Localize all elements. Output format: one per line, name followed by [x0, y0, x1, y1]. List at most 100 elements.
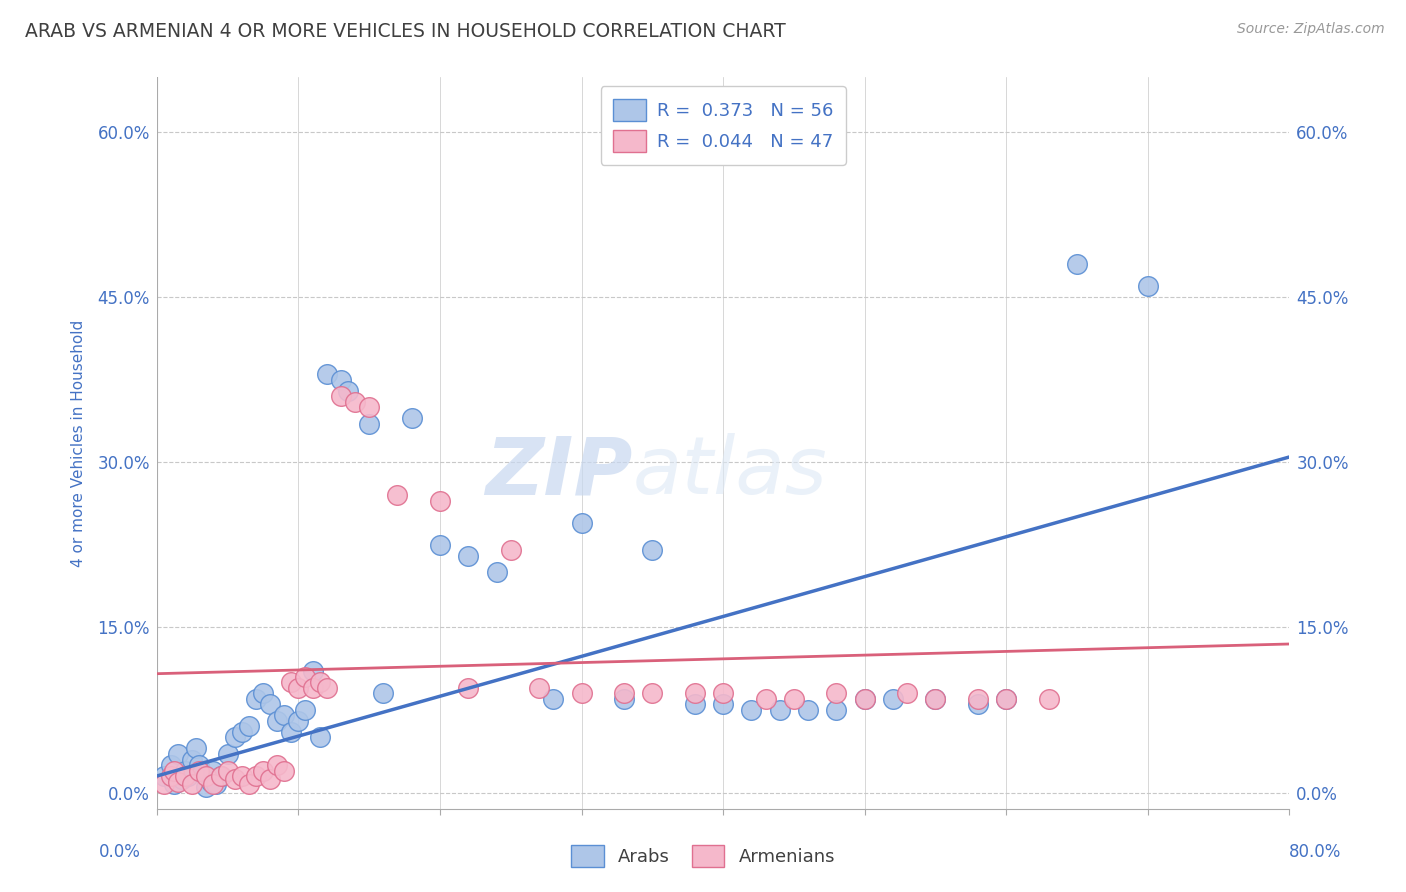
Point: [202, 777, 225, 791]
Point: [711, 686, 734, 700]
Point: [995, 692, 1018, 706]
Point: [1038, 692, 1060, 706]
Point: [825, 686, 848, 700]
Point: [259, 772, 281, 787]
Point: [231, 769, 253, 783]
Point: [315, 681, 337, 695]
Point: [224, 772, 246, 787]
Point: [181, 777, 204, 791]
Point: [195, 780, 218, 794]
Point: [167, 774, 190, 789]
Point: [238, 719, 260, 733]
Point: [924, 692, 946, 706]
Point: [429, 494, 451, 508]
Point: [853, 692, 876, 706]
Point: [209, 769, 232, 783]
Point: [825, 703, 848, 717]
Point: [387, 488, 409, 502]
Point: [200, 774, 222, 789]
Point: [280, 675, 302, 690]
Text: ARAB VS ARMENIAN 4 OR MORE VEHICLES IN HOUSEHOLD CORRELATION CHART: ARAB VS ARMENIAN 4 OR MORE VEHICLES IN H…: [25, 22, 786, 41]
Point: [287, 714, 309, 728]
Point: [613, 692, 636, 706]
Point: [499, 543, 522, 558]
Point: [541, 692, 564, 706]
Point: [882, 692, 904, 706]
Point: [853, 692, 876, 706]
Point: [160, 758, 183, 772]
Point: [1066, 257, 1088, 271]
Point: [217, 747, 239, 761]
Text: Source: ZipAtlas.com: Source: ZipAtlas.com: [1237, 22, 1385, 37]
Point: [294, 703, 316, 717]
Point: [195, 769, 218, 783]
Point: [329, 373, 352, 387]
Point: [217, 764, 239, 778]
Point: [153, 777, 176, 791]
Point: [359, 417, 381, 431]
Point: [163, 764, 186, 778]
Point: [266, 758, 288, 772]
Point: [238, 777, 260, 791]
Point: [711, 698, 734, 712]
Point: [245, 692, 267, 706]
Point: [740, 703, 762, 717]
Point: [280, 725, 302, 739]
Point: [527, 681, 550, 695]
Point: [401, 411, 423, 425]
Point: [754, 692, 776, 706]
Point: [174, 764, 197, 778]
Point: [683, 698, 706, 712]
Point: [153, 769, 176, 783]
Point: [181, 752, 204, 766]
Point: [457, 681, 479, 695]
Point: [683, 686, 706, 700]
Point: [783, 692, 806, 706]
Point: [457, 549, 479, 563]
Point: [231, 725, 253, 739]
Point: [641, 686, 664, 700]
Point: [245, 769, 267, 783]
Point: [924, 692, 946, 706]
Point: [315, 368, 337, 382]
Point: [172, 772, 194, 787]
Point: [336, 384, 359, 398]
Point: [160, 769, 183, 783]
Point: [769, 703, 792, 717]
Text: atlas: atlas: [633, 434, 827, 511]
Point: [273, 708, 295, 723]
Point: [163, 777, 186, 791]
Point: [202, 764, 225, 778]
Point: [259, 698, 281, 712]
Point: [896, 686, 918, 700]
Y-axis label: 4 or more Vehicles in Household: 4 or more Vehicles in Household: [72, 319, 86, 566]
Point: [252, 764, 274, 778]
Point: [571, 516, 593, 530]
Legend: R =  0.373   N = 56, R =  0.044   N = 47: R = 0.373 N = 56, R = 0.044 N = 47: [600, 87, 845, 165]
Point: [205, 777, 228, 791]
Point: [174, 769, 197, 783]
Point: [343, 395, 366, 409]
Text: 0.0%: 0.0%: [98, 843, 141, 861]
Point: [995, 692, 1018, 706]
Point: [485, 566, 508, 580]
Point: [359, 401, 381, 415]
Point: [429, 538, 451, 552]
Point: [373, 686, 395, 700]
Point: [967, 698, 990, 712]
Point: [308, 731, 330, 745]
Point: [167, 747, 190, 761]
Point: [571, 686, 593, 700]
Point: [287, 681, 309, 695]
Point: [186, 741, 208, 756]
Text: ZIP: ZIP: [485, 434, 633, 511]
Text: 80.0%: 80.0%: [1288, 843, 1341, 861]
Point: [294, 670, 316, 684]
Point: [1136, 279, 1159, 293]
Point: [188, 764, 211, 778]
Point: [209, 769, 232, 783]
Point: [301, 681, 323, 695]
Point: [177, 769, 200, 783]
Point: [308, 675, 330, 690]
Point: [967, 692, 990, 706]
